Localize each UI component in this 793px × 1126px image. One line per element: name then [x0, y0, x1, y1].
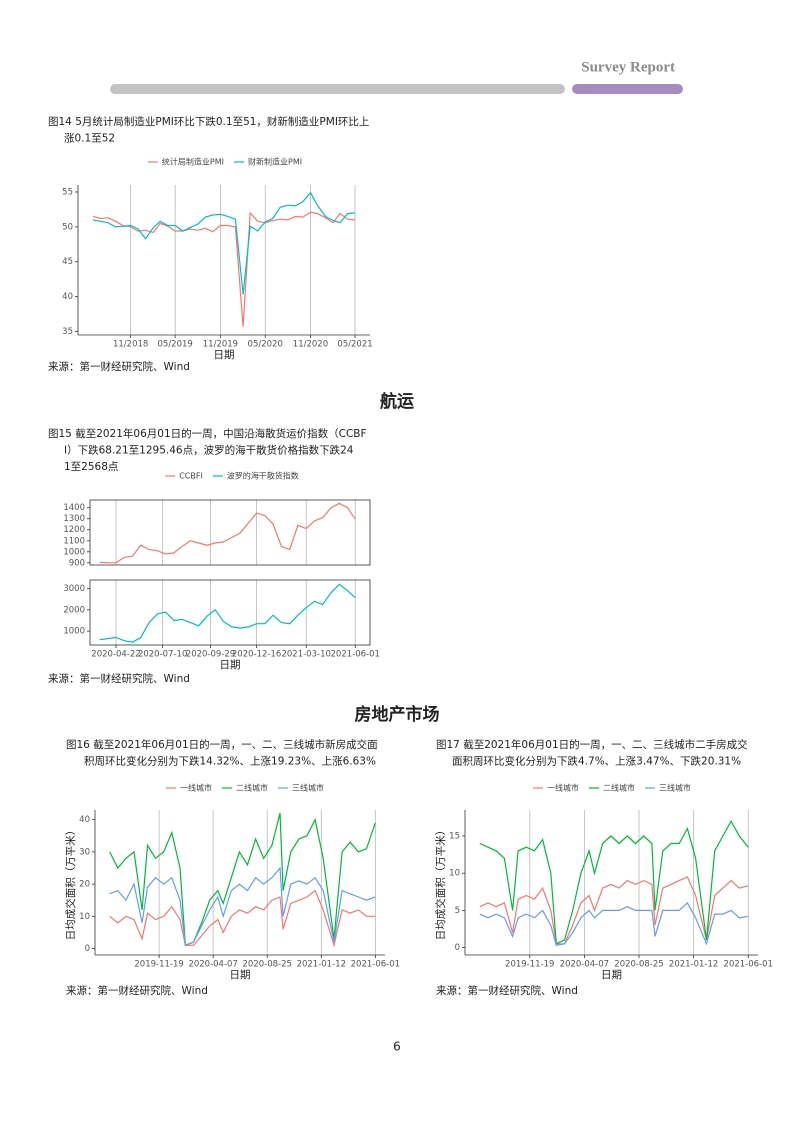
y-tick-label: 30 [79, 847, 90, 857]
series-line [92, 191, 356, 295]
y-tick-label: 2000 [63, 605, 85, 615]
figure-caption: 1至2568点 [64, 461, 118, 473]
y-tick-label: 1200 [63, 525, 85, 535]
figure-caption: 图14 5月统计局制造业PMI环比下跌0.1至51，财新制造业PMI环比上 [48, 115, 369, 128]
x-tick-label: 2020-12-16 [232, 650, 281, 660]
x-axis-label: 日期 [601, 969, 622, 981]
y-tick-label: 40 [62, 292, 73, 302]
series-line [109, 889, 376, 948]
panel-frame [89, 499, 371, 566]
legend-label: 波罗的海干散货指数 [227, 471, 299, 481]
y-tick-label: 5 [455, 906, 460, 916]
x-tick-label: 2021-06-01 [331, 650, 380, 660]
legend-label: 统计局制造业PMI [162, 157, 224, 167]
figure-caption: 面积周环比变化分别为下跌4.7%、上涨3.47%、下跌20.31% [452, 755, 741, 768]
header-accent [572, 84, 683, 94]
series-line [109, 813, 376, 947]
y-tick-label: 20 [79, 880, 90, 890]
x-tick-label: 2019-11-19 [134, 960, 183, 970]
y-tick-label: 0 [85, 944, 90, 954]
figure-source: 来源：第一财经研究院、Wind [436, 984, 578, 997]
legend-label: 三线城市 [659, 783, 691, 793]
figure-caption: 图17 截至2021年06月01日的一周，一、二、三线城市二手房成交 [436, 738, 748, 751]
section-heading: 房地产市场 [355, 704, 440, 725]
series-line [99, 502, 356, 564]
x-tick-label: 05/2019 [158, 340, 193, 350]
legend-label: 二线城市 [603, 783, 635, 793]
x-tick-label: 05/2021 [337, 340, 372, 350]
legend-label: 一线城市 [547, 783, 579, 793]
legend-label: 三线城市 [292, 783, 324, 793]
series-line [479, 901, 749, 946]
y-tick-label: 1300 [63, 514, 85, 524]
y-axis-label: 日均成交面积（万平米） [434, 825, 447, 941]
y-tick-label: 55 [62, 187, 73, 197]
y-tick-label: 1400 [63, 503, 85, 513]
x-tick-label: 2020-04-22 [91, 650, 140, 660]
figure-caption: I）下跌68.21至1295.46点，波罗的海干散货价格指数下跌24 [64, 444, 354, 457]
series-line [99, 583, 356, 643]
y-tick-label: 10 [79, 912, 90, 922]
legend-label: CCBFI [179, 472, 203, 481]
y-tick-label: 3000 [63, 584, 85, 594]
series-line [479, 819, 749, 945]
x-tick-label: 2020-07-10 [138, 650, 187, 660]
x-axis-label: 日期 [230, 969, 251, 981]
figure-caption: 图15 截至2021年06月01日的一周，中国沿海散货运价指数（CCBF [48, 427, 367, 440]
y-tick-label: 10 [449, 869, 460, 879]
y-tick-label: 1000 [63, 547, 85, 557]
legend-label: 一线城市 [180, 783, 212, 793]
x-tick-label: 2020-04-07 [188, 960, 237, 970]
y-tick-label: 35 [62, 327, 73, 337]
y-axis-label: 日均成交面积（万平米） [64, 825, 77, 941]
figure-caption: 图16 截至2021年06月01日的一周，一、二、三线城市新房成交面 [66, 738, 378, 751]
legend-label: 二线城市 [236, 783, 268, 793]
y-tick-label: 1000 [63, 627, 85, 637]
x-tick-label: 2020-04-07 [560, 960, 609, 970]
y-tick-label: 0 [455, 943, 460, 953]
x-tick-label: 11/2019 [203, 340, 238, 350]
x-tick-label: 2020-08-25 [243, 960, 292, 970]
x-tick-label: 2020-08-25 [614, 960, 663, 970]
x-tick-label: 05/2020 [248, 340, 283, 350]
x-tick-label: 2020-09-29 [186, 650, 235, 660]
page-number: 6 [393, 1040, 401, 1054]
figure-source: 来源：第一财经研究院、Wind [48, 360, 190, 373]
section-heading: 航运 [380, 391, 414, 412]
figure-caption: 积周环比变化分别为下跌14.32%、上涨19.23%、上涨6.63% [84, 755, 376, 768]
x-axis-label: 日期 [220, 659, 241, 671]
series-line [92, 211, 356, 327]
legend-label: 财新制造业PMI [248, 157, 302, 167]
x-tick-label: 2021-03-10 [281, 650, 330, 660]
y-tick-label: 900 [69, 558, 85, 568]
header-bar [110, 84, 565, 94]
x-tick-label: 11/2020 [293, 340, 328, 350]
y-tick-label: 45 [62, 257, 73, 267]
y-tick-label: 15 [449, 832, 460, 842]
figure-source: 来源：第一财经研究院、Wind [48, 672, 190, 685]
x-tick-label: 2021-01-12 [669, 960, 718, 970]
series-line [479, 876, 749, 945]
x-tick-label: 2021-06-01 [724, 960, 773, 970]
x-axis-label: 日期 [214, 349, 235, 361]
x-tick-label: 2021-01-12 [297, 960, 346, 970]
y-tick-label: 40 [79, 815, 90, 825]
x-tick-label: 2021-06-01 [351, 960, 400, 970]
header-title: Survey Report [581, 59, 675, 75]
series-line [109, 866, 376, 947]
figure-source: 来源：第一财经研究院、Wind [66, 984, 208, 997]
panel-frame [89, 579, 371, 646]
x-tick-label: 2019-11-19 [505, 960, 554, 970]
y-tick-label: 1100 [63, 536, 85, 546]
y-tick-label: 50 [62, 222, 73, 232]
figure-caption: 涨0.1至52 [64, 133, 115, 145]
x-tick-label: 11/2018 [113, 340, 148, 350]
